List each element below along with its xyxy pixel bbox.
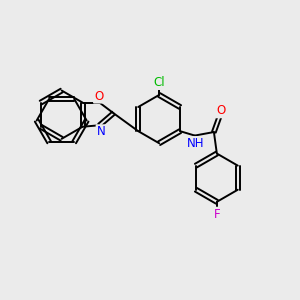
- Text: NH: NH: [187, 137, 204, 150]
- Text: O: O: [94, 90, 103, 103]
- Text: F: F: [214, 208, 220, 221]
- Text: Cl: Cl: [153, 76, 165, 89]
- Text: N: N: [97, 125, 105, 138]
- Text: O: O: [216, 104, 225, 117]
